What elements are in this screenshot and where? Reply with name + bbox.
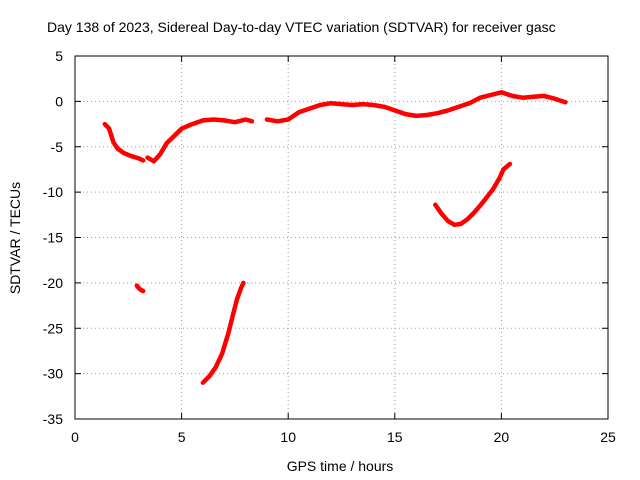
x-tick-label: 25 [600, 429, 616, 445]
x-axis-label: GPS time / hours [287, 458, 394, 474]
x-tick-label: 20 [494, 429, 510, 445]
data-series-segment-5 [200, 280, 246, 385]
x-tick-label: 5 [178, 429, 186, 445]
data-series-segment-4 [134, 283, 146, 294]
x-tick-label: 0 [71, 429, 79, 445]
plot-frame [74, 55, 609, 420]
y-tick-label: 5 [55, 48, 63, 64]
grid-layer [75, 56, 608, 419]
y-tick-label: -5 [51, 139, 64, 155]
y-tick-label: -30 [43, 366, 63, 382]
chart-title: Day 138 of 2023, Sidereal Day-to-day VTE… [47, 19, 556, 35]
series-layer [102, 90, 568, 385]
data-series-segment-6 [433, 161, 513, 228]
y-tick-label: -15 [43, 230, 63, 246]
y-tick-label: -25 [43, 320, 63, 336]
y-tick-label: -20 [43, 275, 63, 291]
x-tick-label: 10 [280, 429, 296, 445]
data-series-segment-2 [145, 117, 255, 164]
data-series-segment-1 [102, 121, 146, 163]
data-series-segment-3 [264, 90, 568, 124]
y-tick-label: -10 [43, 184, 63, 200]
y-tick-label: 0 [55, 93, 63, 109]
tick-layer: 0 5 10 15 20 25 5 0 -5 -10 -15 -20 -25 -30 -35 [43, 48, 616, 445]
y-tick-label: -35 [43, 411, 63, 427]
x-tick-label: 15 [387, 429, 403, 445]
y-axis-label: SDTVAR / TECUs [7, 182, 23, 294]
